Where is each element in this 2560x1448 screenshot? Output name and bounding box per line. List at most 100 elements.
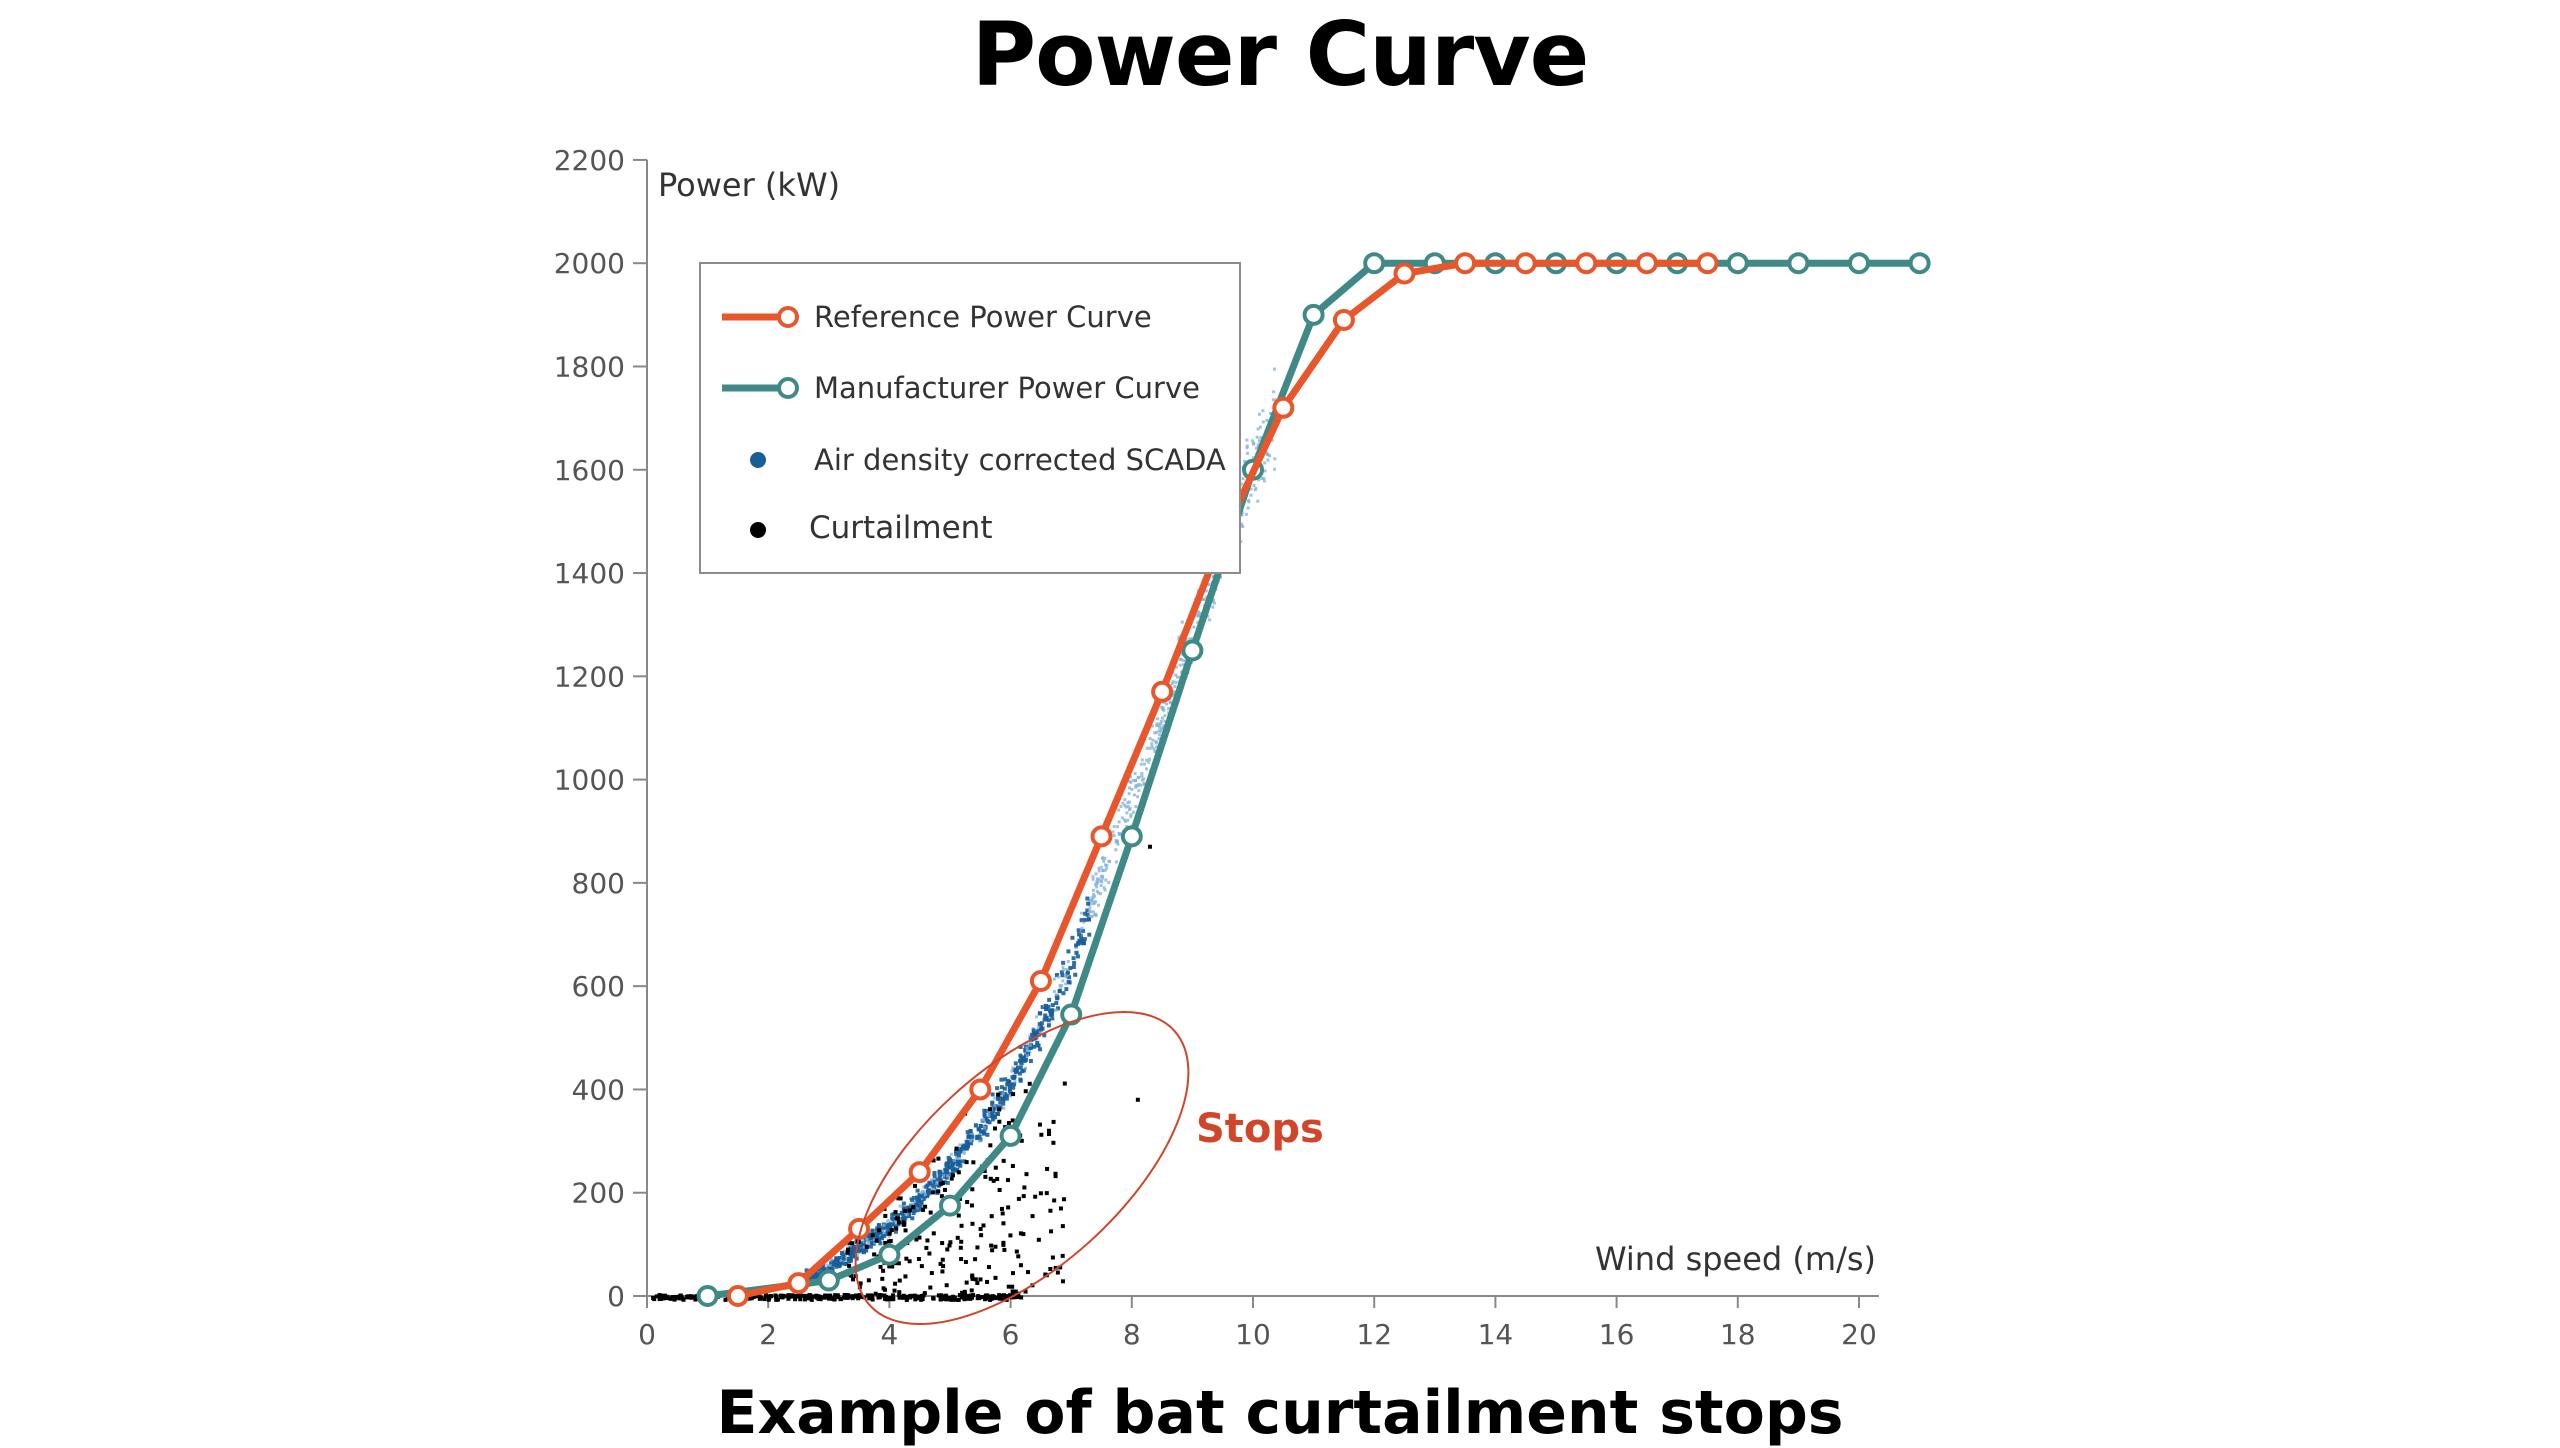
scada-point (1038, 1030, 1042, 1034)
curtailment-point (945, 1247, 950, 1252)
scada-point (920, 1194, 925, 1199)
scada-point (1047, 997, 1052, 1002)
scada-point (1013, 1061, 1018, 1066)
scada-point (1004, 1096, 1009, 1101)
curtailment-point (997, 1107, 1002, 1112)
scada-point (1056, 1006, 1061, 1011)
legend-label-manufacturer: Manufacturer Power Curve (814, 371, 1200, 405)
scada-point (1050, 1003, 1055, 1008)
scada-point (1132, 793, 1136, 797)
scada-point (859, 1245, 864, 1250)
scada-point (1177, 635, 1181, 639)
curtailment-point (897, 1278, 902, 1283)
scada-point (990, 1092, 995, 1097)
legend-label-reference: Reference Power Curve (814, 300, 1152, 334)
scada-point (1024, 1053, 1029, 1058)
curtailment-point (873, 1291, 878, 1296)
curtailment-point (944, 1293, 949, 1298)
curtailment-point (847, 1240, 852, 1245)
curtailment-point (939, 1194, 944, 1199)
scada-point (1100, 880, 1104, 884)
curtailment-point (968, 1293, 973, 1298)
curtailment-point (1039, 1132, 1044, 1137)
scada-point (912, 1208, 917, 1213)
scada-point (900, 1217, 905, 1222)
curtailment-point (948, 1240, 953, 1245)
scada-point (1101, 856, 1105, 860)
scada-point (915, 1208, 920, 1213)
y-tick-label: 1400 (554, 557, 625, 590)
curtailment-point (1055, 1270, 1060, 1275)
scada-point (1005, 1082, 1010, 1087)
curtailment-point (847, 1263, 852, 1268)
scada-point (1170, 682, 1174, 686)
legend-marker-scada (750, 452, 766, 468)
scada-point (1151, 738, 1155, 742)
curtailment-point (981, 1223, 986, 1228)
scada-point (1261, 420, 1265, 424)
scada-point (1042, 1017, 1047, 1022)
scada-point (1191, 636, 1195, 640)
curtailment-point (1004, 1296, 1009, 1301)
scada-point (1123, 798, 1127, 802)
scada-point (1132, 810, 1136, 814)
curtailment-point (1010, 1164, 1015, 1169)
curtailment-point (883, 1296, 888, 1301)
scada-point (1101, 868, 1105, 872)
scada-point (1028, 1043, 1032, 1047)
curtailment-point (973, 1277, 978, 1282)
reference-point (1029, 969, 1052, 992)
curtailment-point (969, 1203, 974, 1208)
scada-point (1255, 446, 1259, 450)
scada-point (840, 1253, 845, 1258)
scada-point (850, 1254, 855, 1259)
scada-point (1168, 700, 1172, 704)
scada-point (1120, 816, 1124, 820)
curtailment-point (1048, 1208, 1053, 1213)
curtailment-point (1019, 1138, 1024, 1143)
scada-point (1035, 1043, 1040, 1048)
curtailment-point (901, 1220, 906, 1225)
curtailment-point (1060, 1279, 1065, 1284)
scada-point (932, 1170, 937, 1175)
scada-point (1074, 950, 1079, 955)
scada-point (961, 1143, 966, 1148)
scada-point (1256, 444, 1260, 448)
curtailment-point (996, 1092, 1001, 1097)
scada-point (980, 1129, 985, 1134)
scada-point (1116, 842, 1120, 846)
scada-point (1167, 707, 1171, 711)
scada-point (1114, 860, 1118, 864)
curtailment-point (931, 1296, 936, 1301)
scada-point (991, 1105, 996, 1110)
scada-point (985, 1118, 990, 1123)
curtailment-point (940, 1181, 945, 1186)
curtailment-point (922, 1291, 927, 1296)
legend-item-scada: Air density corrected SCADA (750, 443, 1226, 477)
scada-point (866, 1233, 871, 1238)
scada-point (1112, 825, 1116, 829)
scada-point (921, 1196, 926, 1201)
scada-point (1095, 889, 1099, 893)
curtailment-point (947, 1243, 952, 1248)
scada-point (847, 1257, 852, 1262)
scada-point (887, 1234, 891, 1238)
curtailment-point (1008, 1233, 1013, 1238)
scada-point (1074, 946, 1078, 950)
scada-point (1028, 1036, 1033, 1041)
curtailment-point (936, 1189, 941, 1194)
scada-point (880, 1236, 885, 1241)
scada-point (1020, 1056, 1025, 1061)
curtailment-point (881, 1286, 886, 1291)
curtailment-point (944, 1297, 949, 1302)
scada-point (1124, 805, 1128, 809)
scada-point (1046, 1023, 1051, 1028)
scada-point (1245, 451, 1249, 455)
curtailment-point (901, 1293, 906, 1298)
scada-point (1102, 886, 1106, 890)
scada-point (1097, 877, 1101, 881)
scada-point (1257, 478, 1261, 482)
scada-point (882, 1231, 886, 1235)
curtailment-point (928, 1210, 933, 1215)
